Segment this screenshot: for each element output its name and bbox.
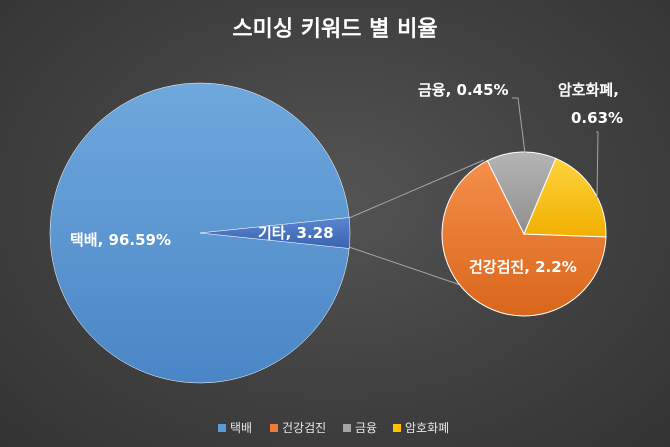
slice-금융: [486, 151, 557, 236]
data-label-기타: 기타, 3.28: [258, 224, 334, 242]
legend-label-금융: 금융: [355, 421, 377, 435]
legend-swatch-암호화폐: [393, 424, 401, 432]
chart-title: 스미싱 키워드 별 비율: [232, 17, 437, 42]
legend-label-건강검진: 건강검진: [282, 421, 326, 435]
main-pie: [49, 82, 351, 384]
slice-건강검진: [441, 159, 607, 317]
legend-swatch-건강검진: [270, 424, 278, 432]
legend-swatch-금융: [343, 424, 351, 432]
legend-label-택배: 택배: [230, 421, 252, 435]
leader-line-암호화폐: [596, 131, 599, 199]
data-label-택배: 택배, 96.59%: [70, 231, 171, 249]
slice-기타: [199, 217, 351, 249]
data-label-건강검진: 건강검진, 2.2%: [469, 258, 577, 276]
legend: 택배 건강검진 금융 암호화폐: [218, 421, 449, 435]
secondary-pie: [441, 151, 607, 317]
legend-label-암호화폐: 암호화폐: [405, 421, 449, 435]
connector-line-top: [348, 159, 485, 219]
legend-swatch-택배: [218, 424, 226, 432]
data-label-암호화폐-line1: 암호화폐,: [558, 81, 619, 99]
slice-택배: [49, 82, 350, 384]
data-label-암호화폐-line2: 0.63%: [571, 109, 623, 127]
slice-암호화폐: [523, 157, 607, 238]
data-label-금융: 금융, 0.45%: [418, 81, 509, 99]
leader-line-금융: [512, 97, 526, 154]
